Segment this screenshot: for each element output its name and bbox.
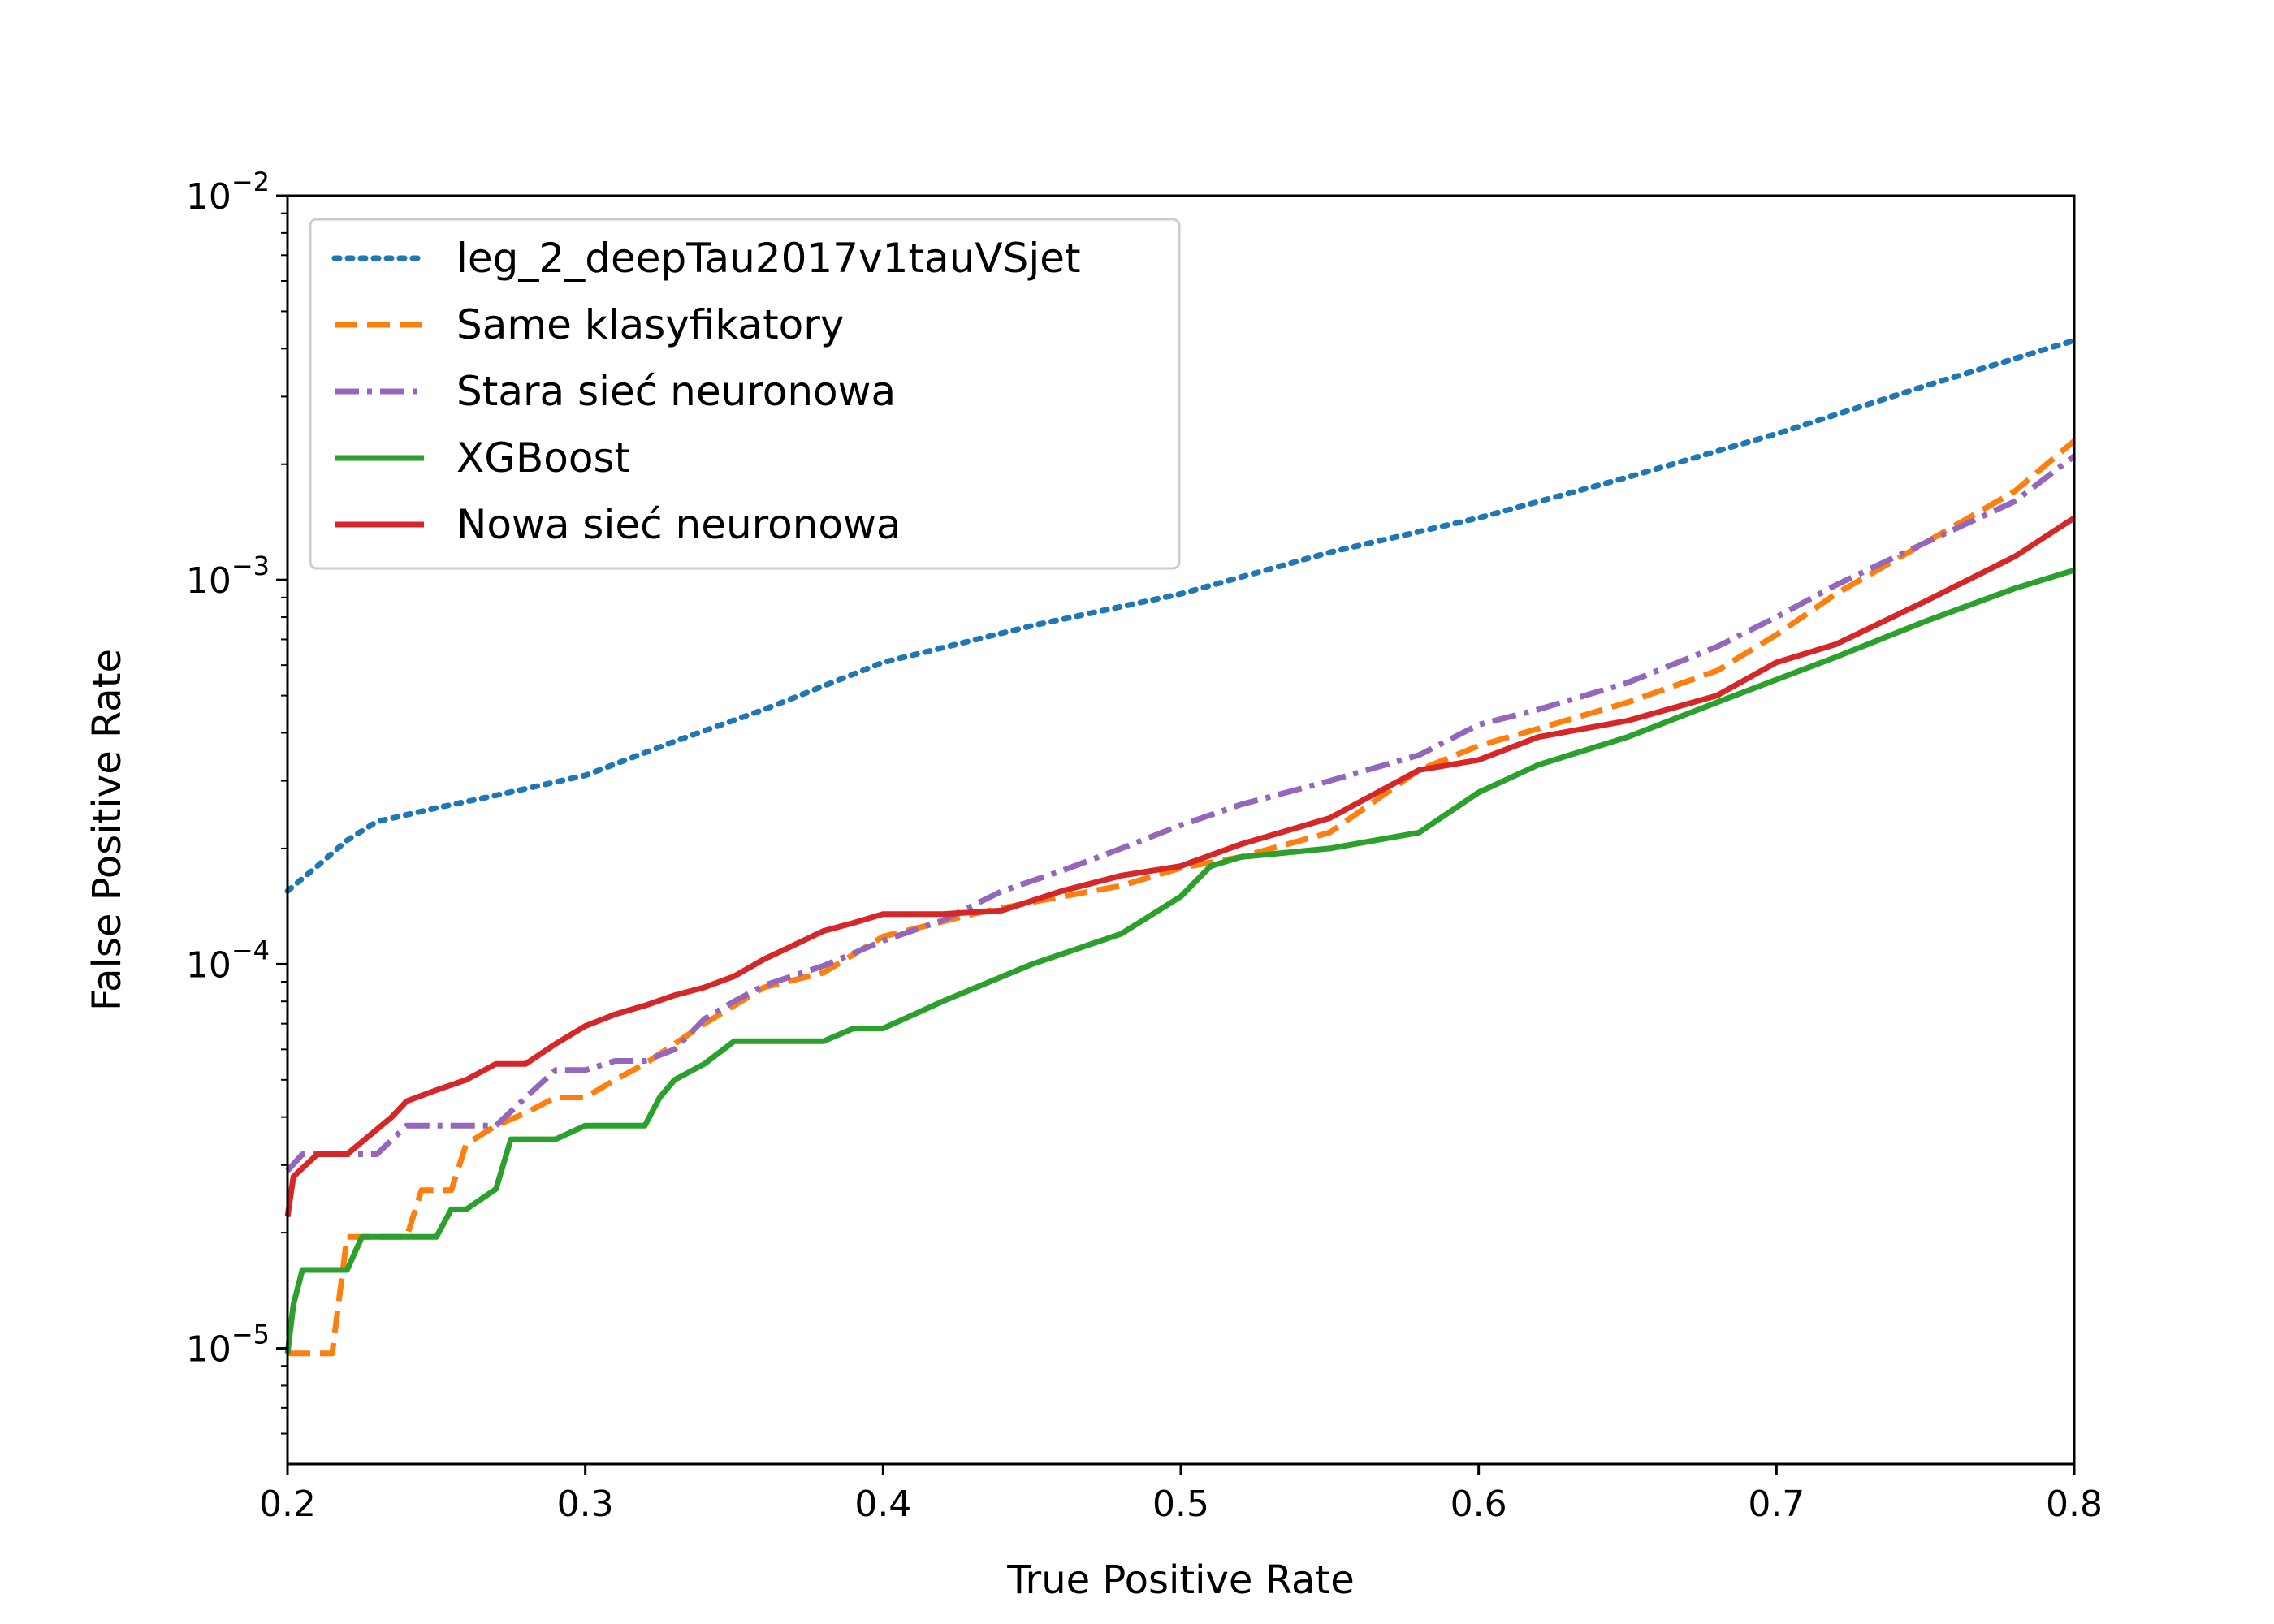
series-line-0 [284, 337, 2077, 894]
x-tick-label: 0.8 [2046, 1484, 2103, 1525]
series-line-2 [285, 453, 2077, 1173]
x-tick-label: 0.3 [557, 1484, 614, 1525]
x-tick-label: 0.4 [854, 1484, 911, 1525]
legend-label: XGBoost [456, 434, 630, 482]
legend-label: Nowa sieć neuronowa [456, 501, 901, 548]
x-tick-label: 0.2 [259, 1484, 316, 1525]
series-layer [284, 337, 2077, 1357]
x-tick-label: 0.7 [1748, 1484, 1805, 1525]
x-axis-label: True Positive Rate [1006, 1557, 1355, 1603]
y-axis: 10−5 10−4 10−3 10−2 [186, 166, 287, 1435]
x-tick-label: 0.6 [1450, 1484, 1507, 1525]
y-axis-label: False Positive Rate [84, 649, 130, 1011]
series-line-4 [284, 515, 2076, 1218]
legend-label: Stara sieć neuronowa [456, 368, 896, 415]
series-line-3 [284, 567, 2076, 1354]
y-tick-label: 10−5 [186, 1320, 270, 1371]
y-tick-label: 10−2 [186, 166, 270, 218]
x-axis: 0.2 0.3 0.4 0.5 0.6 0.7 0.8 [259, 1464, 2103, 1525]
legend-label: leg_2_deepTau2017v1tauVSjet [456, 235, 1081, 282]
legend: leg_2_deepTau2017v1tauVSjet Same klasyfik… [309, 218, 1181, 570]
legend-box [309, 218, 1181, 570]
x-tick-label: 0.5 [1152, 1484, 1209, 1525]
y-tick-label: 10−4 [186, 935, 270, 986]
y-tick-label: 10−3 [186, 551, 270, 602]
legend-label: Same klasyfikatory [456, 301, 844, 348]
